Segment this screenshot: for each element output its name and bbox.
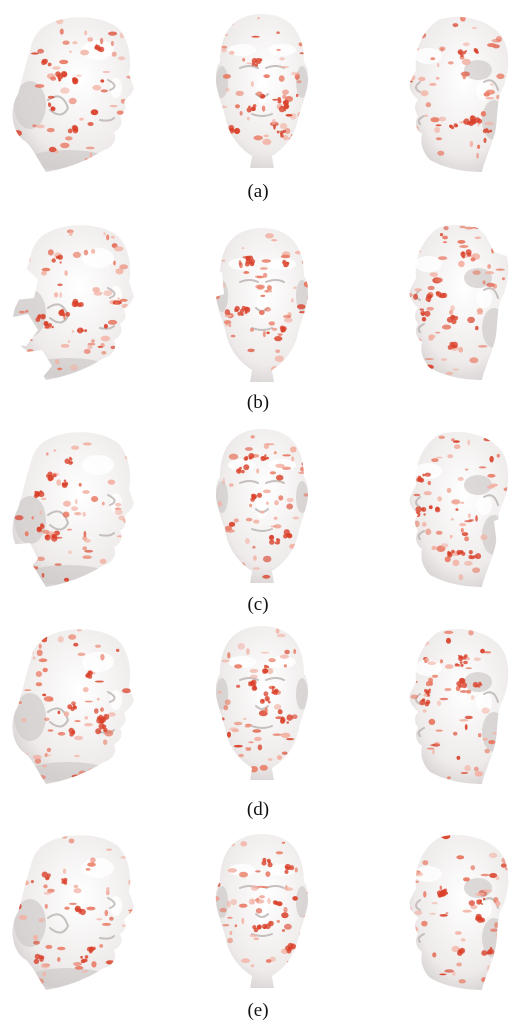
face-right-profile [398, 828, 513, 993]
face-right-profile [398, 218, 513, 383]
face-left-profile [8, 425, 138, 590]
panel-caption: (c) [247, 594, 269, 615]
panel-row-e: (e) [0, 828, 516, 1027]
panel-row-c: (c) [0, 425, 516, 625]
face-right-profile [398, 622, 513, 787]
face-left-profile [8, 10, 138, 175]
face-left-profile [8, 218, 138, 383]
face-left-profile [8, 828, 138, 993]
face-frontal [212, 830, 312, 990]
face-frontal [212, 10, 312, 170]
panel-caption: (e) [247, 1000, 269, 1021]
face-frontal [212, 622, 312, 782]
face-frontal [212, 425, 312, 585]
panel-caption: (a) [247, 181, 269, 202]
panel-row-b: (b) [0, 218, 516, 418]
face-right-profile [398, 10, 513, 175]
panel-row-d: (d) [0, 622, 516, 822]
panel-row-a: (a) [0, 10, 516, 225]
face-frontal [212, 224, 312, 384]
panel-caption: (d) [246, 799, 270, 820]
face-right-profile [398, 425, 513, 590]
face-left-profile [8, 622, 138, 787]
panel-caption: (b) [246, 392, 270, 413]
